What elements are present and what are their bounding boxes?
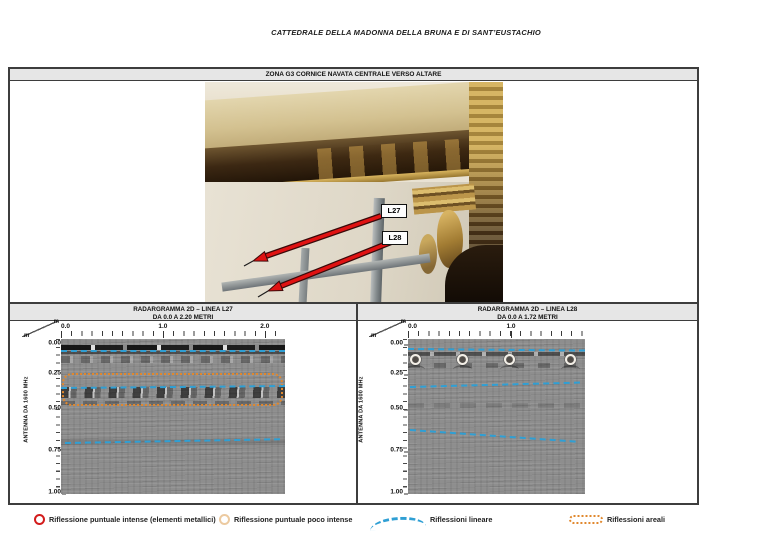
y-tick-label: 1.00 (48, 488, 66, 495)
reflection-texture (61, 401, 285, 405)
page-title: CATTEDRALE DELLA MADONNA DELLA BRUNA E D… (271, 28, 541, 37)
y-tick-label: 0.25 (48, 369, 66, 376)
y-axis-ruler-l28 (403, 339, 407, 494)
line-label-l28: L28 (382, 231, 408, 245)
radargram-title: RADARGRAMMA 2D – LINEA L28 (477, 306, 578, 313)
x-tick-label: 0.0 (408, 323, 418, 330)
radargram-range: DA 0.0 A 2.20 METRI (152, 314, 214, 321)
radargram-header-l27: RADARGRAMMA 2D – LINEA L27 DA 0.0 A 2.20… (10, 304, 356, 321)
linear-reflection-marker (409, 428, 576, 443)
zone-header: ZONA G3 CORNICE NAVATA CENTRALE VERSO AL… (10, 69, 697, 81)
legend-label: Riflessioni lineare (430, 514, 493, 524)
x-tick-label: 0.0 (61, 323, 71, 330)
y-axis-labels-l27: 0.00 0.25 0.50 0.75 1.00 (40, 339, 66, 496)
y-tick-label: 0.75 (390, 446, 408, 453)
y-tick-label: 0.00 (48, 340, 66, 347)
panel-divider (356, 302, 358, 503)
radargram-header-l28: RADARGRAMMA 2D – LINEA L28 DA 0.0 A 1.72… (358, 304, 697, 321)
scan-line-arrows (243, 213, 406, 298)
legend-item-point-weak: Riflessione puntuale poco intense (219, 509, 352, 529)
x-axis-unit: m (53, 319, 59, 325)
x-tick-label: 1.0 (506, 323, 516, 330)
radargram-plot-l28 (408, 339, 585, 494)
y-axis-labels-l28: 0.00 0.25 0.50 0.75 1.00 (382, 339, 408, 496)
x-major-tick (408, 331, 410, 338)
antenna-label-l27: ANTENNA DA 1600 MHz (23, 376, 30, 443)
radargram-title: RADARGRAMMA 2D – LINEA L27 (133, 306, 233, 313)
antenna-label-l28: ANTENNA DA 1600 MHz (358, 376, 365, 443)
x-major-tick (511, 331, 513, 338)
x-axis-ruler-l27 (61, 331, 285, 338)
point-reflection-weak-marker (500, 353, 520, 367)
x-axis-labels-l27: 0.0 1.0 2.0 (61, 323, 285, 331)
x-axis-unit: m (400, 319, 406, 325)
radargram-range: DA 0.0 A 1.72 METRI (497, 314, 558, 321)
x-tick-label: 2.0 (260, 323, 270, 330)
point-reflection-weak-marker (561, 353, 581, 367)
tan-circle-icon (219, 513, 230, 525)
radargram-headers: RADARGRAMMA 2D – LINEA L27 DA 0.0 A 2.20… (10, 302, 697, 321)
areal-reflection-marker (62, 373, 283, 406)
reflection-texture (61, 345, 285, 350)
blue-dashed-line-icon (369, 515, 427, 531)
reflection-texture (408, 363, 585, 368)
reflection-texture (408, 403, 585, 408)
x-major-tick (264, 331, 267, 338)
legend-label: Riflessioni areali (607, 514, 665, 524)
red-circle-icon (34, 513, 45, 525)
linear-reflection-marker (409, 381, 580, 388)
x-axis-ruler-l28 (408, 331, 585, 338)
y-tick-label: 0.00 (390, 340, 408, 347)
point-reflection-weak-marker (408, 353, 425, 367)
x-tick-label: 1.0 (158, 323, 168, 330)
line-label-l27: L27 (381, 204, 407, 218)
reflection-texture (408, 352, 585, 356)
legend-item-areal: Riflessioni areali (569, 509, 665, 529)
y-axis-unit: m (371, 333, 377, 339)
y-tick-label: 0.50 (390, 404, 408, 411)
orange-dotted-rect-icon (569, 514, 603, 524)
axis-corner-l28: m m (369, 319, 407, 339)
linear-reflection-marker (61, 349, 285, 352)
legend-item-point-intense: Riflessione puntuale intense (elementi m… (34, 509, 216, 529)
legend-item-linear: Riflessioni lineare (369, 509, 493, 531)
reflection-texture (61, 351, 285, 354)
y-tick-label: 0.50 (48, 404, 66, 411)
reflection-texture (61, 356, 285, 363)
x-major-tick (162, 331, 165, 338)
axis-corner-l27: m m (22, 319, 60, 339)
y-axis-unit: m (24, 333, 30, 339)
y-axis-ruler-l27 (56, 339, 60, 494)
reflection-texture (61, 439, 285, 445)
legend-label: Riflessione puntuale intense (elementi m… (49, 514, 216, 524)
reflection-texture (61, 387, 285, 398)
cornice-photo: L27 L28 (205, 82, 503, 303)
survey-table: ZONA G3 CORNICE NAVATA CENTRALE VERSO AL… (8, 67, 699, 505)
y-tick-label: 0.75 (48, 446, 66, 453)
y-tick-label: 0.25 (390, 369, 408, 376)
x-major-tick (61, 331, 63, 338)
legend-label: Riflessione puntuale poco intense (234, 514, 353, 524)
x-axis-labels-l28: 0.0 1.0 (408, 323, 585, 331)
point-reflection-weak-marker (453, 353, 473, 367)
y-tick-label: 1.00 (390, 488, 408, 495)
radargram-plot-l27 (61, 339, 285, 494)
